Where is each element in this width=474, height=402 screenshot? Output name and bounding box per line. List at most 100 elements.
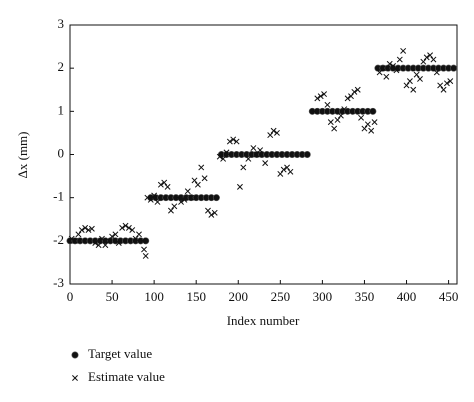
marker-stroke (334, 117, 341, 123)
data-point (324, 101, 331, 108)
marker-stroke (157, 181, 164, 188)
marker-stroke (171, 203, 178, 210)
marker-stroke (270, 127, 277, 134)
data-point (72, 237, 79, 244)
data-point (257, 147, 264, 154)
data-point (75, 231, 82, 238)
marker-stroke (72, 375, 78, 381)
marker-stroke (364, 121, 371, 128)
data-point (168, 207, 174, 214)
marker-stroke (280, 166, 287, 173)
x-tick-label: 150 (186, 289, 206, 304)
marker-stroke (216, 153, 223, 160)
marker-stroke (82, 224, 89, 231)
data-point (390, 63, 397, 69)
marker-stroke (262, 160, 269, 167)
marker-stroke (341, 106, 348, 113)
marker-stroke (324, 101, 331, 108)
data-point (129, 227, 136, 233)
marker-stroke (132, 235, 139, 242)
data-point (95, 242, 102, 249)
marker-stroke (400, 47, 407, 54)
data-point (396, 56, 403, 63)
legend-marker (72, 375, 78, 381)
data-point (136, 231, 142, 238)
data-point (216, 153, 223, 160)
marker-stroke (380, 65, 386, 72)
data-point (274, 129, 280, 136)
marker-stroke (164, 183, 171, 190)
marker-stroke (75, 231, 82, 238)
data-point (230, 136, 237, 143)
marker-stroke (161, 179, 168, 186)
x-axis-label: Index number (227, 313, 300, 328)
marker-stroke (109, 233, 116, 240)
marker-stroke (220, 155, 227, 162)
marker-stroke (337, 112, 344, 119)
data-point (311, 108, 317, 115)
marker-stroke (141, 246, 147, 253)
y-axis-label: Δx (mm) (15, 132, 30, 179)
data-point (417, 76, 423, 82)
data-point (393, 67, 400, 74)
marker-stroke (208, 211, 215, 218)
data-point (321, 91, 328, 98)
marker-stroke (433, 69, 440, 76)
marker-stroke (88, 225, 95, 232)
data-point (430, 56, 437, 63)
marker-stroke (443, 80, 450, 87)
data-point (351, 88, 358, 95)
marker-stroke (122, 222, 129, 229)
marker-stroke (102, 242, 109, 249)
marker-stroke (136, 231, 142, 238)
marker-stroke (257, 147, 264, 154)
data-point (174, 194, 181, 201)
marker-stroke (178, 199, 185, 205)
legend-marker (71, 351, 79, 359)
data-point (368, 127, 375, 134)
data-point (369, 107, 377, 115)
marker-stroke (125, 224, 132, 231)
marker-stroke (386, 60, 393, 67)
marker-stroke (327, 119, 334, 126)
marker-stroke (250, 145, 257, 151)
data-point (284, 164, 291, 171)
data-point (157, 181, 164, 188)
marker-stroke (314, 95, 321, 102)
marker-stroke (354, 86, 361, 93)
marker-stroke (403, 82, 410, 89)
data-point (99, 235, 105, 242)
data-point (240, 164, 247, 171)
data-point (181, 196, 188, 203)
marker-stroke (188, 194, 195, 201)
x-tick-label: 300 (313, 289, 333, 304)
data-point (178, 199, 185, 205)
data-point (303, 151, 311, 159)
marker-stroke (115, 240, 122, 246)
x-tick-label: 400 (397, 289, 417, 304)
marker-stroke (267, 132, 274, 139)
marker-stroke (144, 194, 151, 201)
marker-stroke (430, 56, 437, 63)
marker-stroke (331, 125, 338, 132)
marker-stroke (348, 93, 354, 100)
x-tick-label: 250 (271, 289, 291, 304)
marker-stroke (423, 54, 430, 61)
data-point (141, 246, 147, 253)
data-point (205, 207, 211, 214)
data-point (433, 69, 440, 76)
data-point (383, 73, 390, 80)
marker-stroke (168, 207, 174, 214)
marker-stroke (205, 207, 211, 214)
data-point (132, 235, 139, 242)
data-point (194, 181, 201, 188)
y-tick-label: 0 (58, 145, 65, 160)
data-point (144, 194, 151, 201)
data-point (354, 86, 361, 93)
marker-stroke (396, 56, 403, 63)
marker-stroke (151, 192, 158, 199)
marker-stroke (174, 194, 181, 201)
marker-stroke (95, 242, 102, 249)
data-point (371, 119, 378, 126)
